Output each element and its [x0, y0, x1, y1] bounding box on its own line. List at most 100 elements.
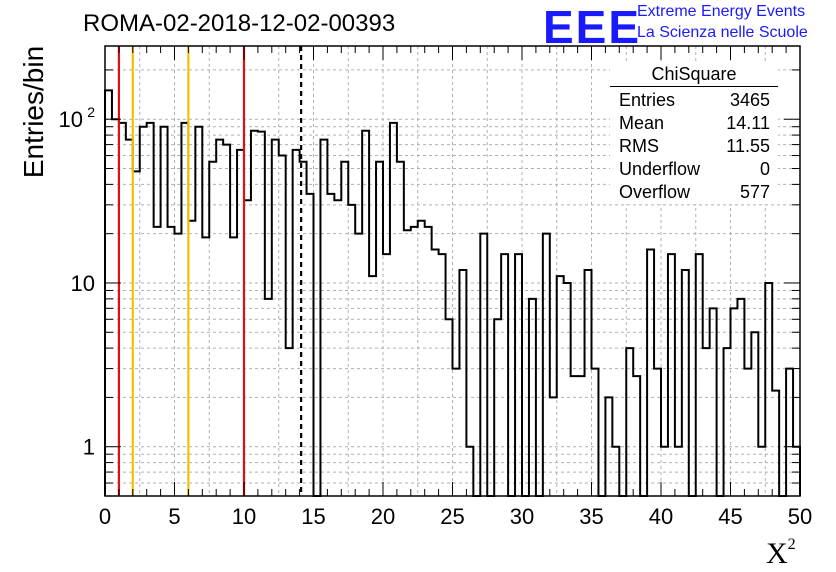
x-tick-label: 15 — [301, 504, 325, 529]
histogram-bin — [578, 376, 585, 496]
histogram-bin — [675, 447, 682, 496]
histogram-bin — [195, 127, 202, 496]
histogram-bin — [585, 270, 592, 496]
x-tick-label: 0 — [99, 504, 111, 529]
x-tick-label: 50 — [788, 504, 812, 529]
stats-row-rms: RMS 11.55 — [610, 135, 778, 158]
x-tick-label: 35 — [579, 504, 603, 529]
histogram-bin — [154, 227, 161, 496]
stats-row-overflow: Overflow 577 — [610, 181, 778, 204]
histogram-bin — [758, 447, 765, 496]
stats-row-entries: Entries 3465 — [610, 89, 778, 112]
stats-label: Underflow — [619, 159, 701, 179]
histogram-bin — [425, 227, 432, 496]
histogram-bin — [772, 391, 779, 496]
histogram-bin — [251, 131, 258, 496]
x-tick-label: 20 — [371, 504, 395, 529]
histogram-bin — [786, 369, 793, 496]
histogram-bin — [105, 90, 112, 496]
stats-value: 0 — [759, 159, 770, 179]
histogram-bin — [446, 319, 453, 496]
x-axis-label: X2 — [766, 536, 796, 571]
histogram-bin — [501, 254, 508, 496]
histogram-bin — [202, 237, 209, 496]
histogram-bin — [731, 308, 738, 496]
x-tick-label: 10 — [232, 504, 256, 529]
y-axis-label: Entries/bin — [18, 45, 49, 179]
x-axis-label-superscript: 2 — [787, 536, 796, 553]
stats-value: 577 — [739, 182, 770, 202]
histogram-bin — [327, 194, 334, 496]
histogram-bin — [453, 369, 460, 496]
histogram-bin — [223, 145, 230, 496]
histogram-bin — [751, 332, 758, 496]
histogram-bin — [515, 254, 522, 496]
histogram-bin — [724, 348, 731, 496]
histogram-bin — [390, 123, 397, 496]
histogram-bin — [341, 162, 348, 496]
histogram-bin — [765, 283, 772, 496]
y-tick-label-exponent: 2 — [87, 104, 95, 120]
histogram-bin — [383, 254, 390, 496]
stats-label: RMS — [619, 136, 659, 156]
histogram-bin — [661, 447, 668, 496]
histogram-bin — [293, 150, 300, 496]
y-tick-label: 1 — [83, 435, 95, 460]
histogram-bin — [168, 227, 175, 496]
histogram-bin — [320, 140, 327, 496]
x-tick-label: 40 — [649, 504, 673, 529]
histogram-bin — [626, 348, 633, 496]
histogram-bin — [175, 234, 182, 496]
x-tick-label: 30 — [510, 504, 534, 529]
histogram-bin — [571, 376, 578, 496]
histogram-bin — [564, 283, 571, 496]
eee-logo: EEE — [543, 1, 642, 53]
histogram-bin — [216, 140, 223, 496]
histogram-bin — [140, 127, 147, 496]
histogram-bin — [397, 162, 404, 496]
histogram-bin — [459, 270, 466, 496]
logo-line-2: La Scienza nelle Scuole — [637, 24, 808, 41]
histogram-bin — [466, 447, 473, 496]
histogram-bin — [654, 369, 661, 496]
histogram-bin — [279, 156, 286, 496]
histogram-outline — [104, 89, 801, 497]
histogram-bin — [696, 254, 703, 496]
histogram-bin — [647, 250, 654, 496]
stats-box: ChiSquare Entries 3465 Mean 14.11 RMS 11.55… — [610, 64, 778, 204]
histogram-bin — [369, 276, 376, 496]
histogram-bin — [682, 270, 689, 496]
run-title: ROMA-02-2018-12-02-00393 — [83, 10, 396, 37]
stats-value: 3465 — [729, 90, 770, 110]
histogram-bin — [230, 237, 237, 496]
histogram-bin — [737, 299, 744, 496]
y-tick-label: 10 — [71, 271, 95, 296]
histogram-bin — [334, 200, 341, 496]
histogram-bin — [605, 397, 612, 496]
stats-value: 14.11 — [726, 113, 770, 133]
histogram-bin — [272, 140, 279, 496]
y-tick-label: 10 — [59, 107, 83, 132]
histogram-bin — [258, 132, 265, 496]
histogram-bin — [286, 348, 293, 496]
stats-label: Overflow — [619, 182, 691, 202]
stats-label: Mean — [619, 113, 665, 133]
histogram-bin — [418, 221, 425, 496]
histogram-bin — [612, 447, 619, 496]
histogram-bin — [362, 131, 369, 496]
histogram-bin — [265, 299, 272, 496]
histogram-bin — [307, 194, 314, 496]
histogram-bin — [744, 369, 751, 496]
histogram-bin — [592, 369, 599, 496]
logo-line-1: Extreme Energy Events — [637, 3, 806, 20]
histogram-bin — [355, 234, 362, 496]
stats-label: Entries — [619, 90, 676, 110]
stats-row-underflow: Underflow 0 — [610, 158, 778, 181]
histogram-bin — [348, 205, 355, 496]
x-tick-label: 5 — [168, 504, 180, 529]
histogram-bin — [550, 397, 557, 496]
histogram-bin — [209, 162, 216, 496]
histogram-bin — [703, 348, 710, 496]
histogram-bin — [376, 162, 383, 496]
